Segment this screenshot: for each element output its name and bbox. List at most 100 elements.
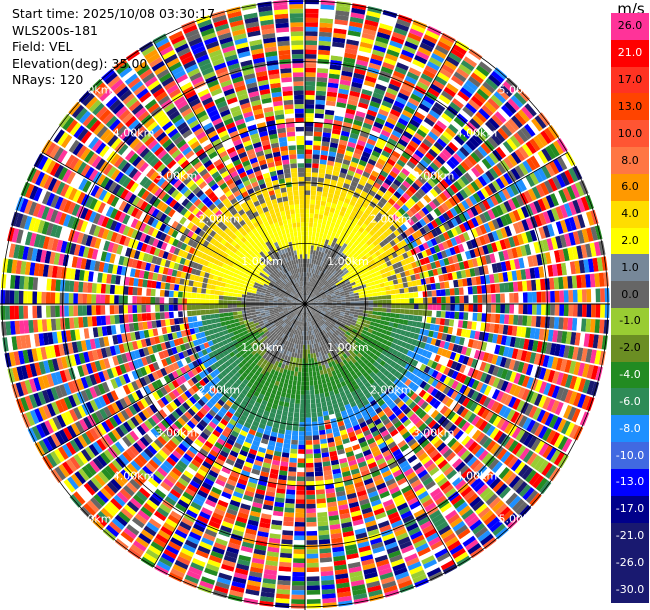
velocity-gate [340, 281, 346, 286]
velocity-gate [327, 82, 339, 89]
velocity-gate [301, 340, 304, 345]
velocity-gate [410, 63, 424, 73]
velocity-gate [305, 394, 310, 400]
velocity-gate [323, 280, 328, 285]
velocity-gate [398, 138, 408, 148]
velocity-gate [285, 374, 290, 380]
velocity-gate [283, 443, 291, 449]
velocity-gate [335, 157, 343, 164]
velocity-gate [342, 285, 348, 290]
velocity-gate [280, 377, 285, 383]
velocity-gate [484, 101, 497, 114]
velocity-gate [319, 159, 327, 165]
velocity-gate [449, 288, 455, 296]
velocity-gate [373, 166, 382, 174]
velocity-gate [347, 235, 353, 242]
velocity-gate [392, 279, 399, 285]
velocity-gate [485, 120, 497, 133]
velocity-gate [295, 399, 300, 404]
velocity-gate [359, 297, 364, 301]
velocity-gate [563, 304, 569, 317]
velocity-gate [392, 31, 406, 41]
velocity-gate [453, 71, 467, 83]
velocity-gate [309, 286, 312, 292]
velocity-gate [354, 224, 361, 231]
velocity-gate [342, 202, 349, 209]
velocity-gate [509, 293, 515, 303]
velocity-gate [427, 304, 433, 310]
velocity-gate [362, 316, 368, 321]
velocity-gate [316, 72, 328, 78]
velocity-gate [316, 274, 320, 280]
velocity-gate [353, 119, 363, 127]
velocity-gate [378, 74, 390, 83]
velocity-gate [288, 471, 297, 477]
velocity-gate [325, 264, 330, 270]
velocity-gate [441, 112, 453, 123]
velocity-gate [399, 113, 411, 123]
velocity-gate [332, 270, 337, 275]
velocity-gate [290, 370, 295, 376]
velocity-gate [413, 292, 419, 298]
velocity-gate [338, 270, 344, 276]
velocity-gate [299, 417, 305, 423]
velocity-gate [413, 267, 419, 274]
velocity-gate [320, 228, 325, 234]
velocity-gate [387, 275, 393, 282]
velocity-gate [384, 321, 390, 326]
velocity-gate [288, 361, 293, 367]
velocity-gate [329, 251, 335, 257]
velocity-gate [385, 286, 391, 291]
velocity-gate [375, 117, 386, 125]
velocity-gate [428, 255, 435, 263]
velocity-gate [313, 145, 321, 151]
velocity-gate [305, 290, 307, 295]
velocity-gate [305, 76, 316, 82]
velocity-gate [373, 300, 378, 304]
velocity-gate [551, 207, 560, 221]
velocity-gate [290, 444, 298, 450]
velocity-gate [346, 34, 360, 42]
velocity-gate [296, 353, 300, 359]
velocity-gate [309, 301, 314, 303]
velocity-gate [451, 138, 462, 149]
velocity-gate [316, 402, 322, 408]
velocity-gate [345, 264, 351, 270]
velocity-gate [321, 257, 325, 263]
velocity-gate [386, 87, 398, 96]
velocity-gate [382, 245, 389, 252]
velocity-gate [577, 214, 586, 229]
velocity-gate [326, 96, 337, 102]
velocity-gate [367, 158, 377, 166]
velocity-gate [465, 102, 478, 114]
velocity-gate [339, 84, 350, 91]
velocity-gate [493, 192, 503, 204]
velocity-gate [496, 217, 504, 228]
velocity-gate [422, 310, 428, 317]
velocity-gate [372, 296, 378, 300]
velocity-gate [324, 239, 329, 245]
velocity-gate [444, 199, 453, 209]
velocity-gate [394, 163, 403, 171]
velocity-gate [340, 75, 352, 82]
velocity-gate [474, 178, 484, 189]
velocity-gate [292, 581, 305, 586]
velocity-gate [416, 162, 426, 172]
velocity-gate [379, 208, 387, 216]
velocity-gate [429, 162, 440, 172]
velocity-gate [347, 247, 354, 254]
velocity-gate [285, 425, 293, 431]
velocity-gate [311, 181, 318, 187]
velocity-gate [407, 218, 415, 226]
velocity-gate [413, 309, 419, 316]
velocity-gate [445, 304, 451, 311]
velocity-gate [391, 104, 403, 114]
velocity-gate [368, 300, 374, 304]
velocity-gate [285, 429, 292, 436]
velocity-gate [305, 54, 317, 59]
velocity-gate [325, 282, 330, 287]
velocity-gate [372, 276, 379, 282]
velocity-gate [515, 194, 525, 207]
velocity-gate [363, 276, 369, 281]
velocity-gate [356, 263, 362, 269]
